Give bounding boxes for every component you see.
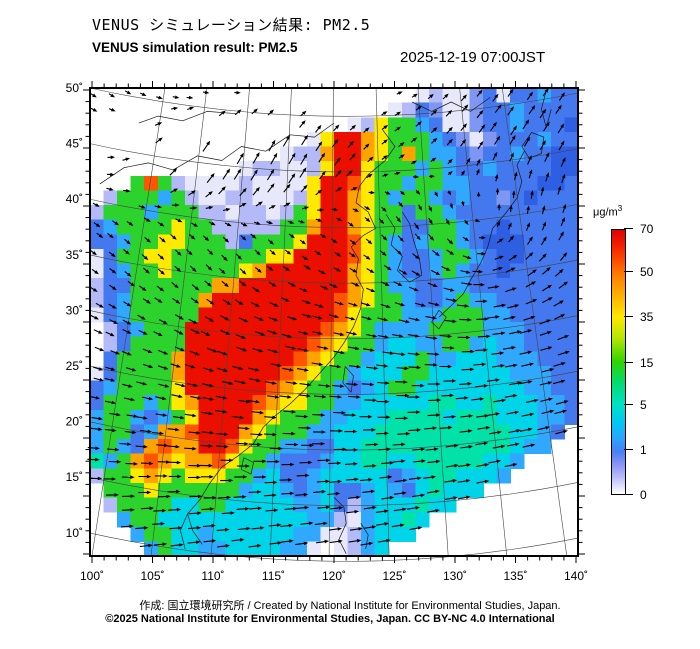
page-title-japanese: VENUS シミュレーション結果: PM2.5 [92,16,371,34]
lat-tick-label: 45˚ [66,137,83,151]
lon-tick-label: 110˚ [201,569,224,583]
page-title-english: VENUS simulation result: PM2.5 [92,40,298,55]
axis-ticks [83,81,585,563]
lon-tick-label: 135˚ [503,569,527,583]
license-line: ©2025 National Institute for Environment… [105,613,555,625]
lon-tick-label: 140˚ [564,569,588,583]
lat-tick-label: 20˚ [66,415,83,429]
wind-vector-arrows [87,88,570,548]
lat-tick-label: 15˚ [66,470,83,484]
simulation-timestamp: 2025-12-19 07:00JST [400,49,546,66]
lat-tick-label: 30˚ [66,303,83,317]
credit-line: 作成: 国立環境研究所 / Created by National Instit… [139,600,561,612]
lon-tick-label: 125˚ [382,569,406,583]
lon-tick-label: 115˚ [262,569,285,583]
lat-tick-label: 35˚ [66,248,83,262]
map-frame [89,87,579,557]
lon-tick-label: 130˚ [443,569,467,583]
lon-tick-label: 105˚ [140,569,164,583]
axis-labels: 50˚ 45˚ 40˚ 35˚ 30˚ 25˚ 20˚ 15˚ 10˚ 100˚ 105˚ 110˚ 1… [66,81,588,583]
lon-tick-label: 120˚ [322,569,346,583]
pm25-heatmap-cells [90,88,579,557]
lat-tick-label: 10˚ [66,526,83,540]
lon-tick-label: 100˚ [80,569,104,583]
lat-tick-label: 25˚ [66,359,83,373]
lat-tick-label: 50˚ [66,81,83,95]
lat-tick-label: 40˚ [66,192,83,206]
